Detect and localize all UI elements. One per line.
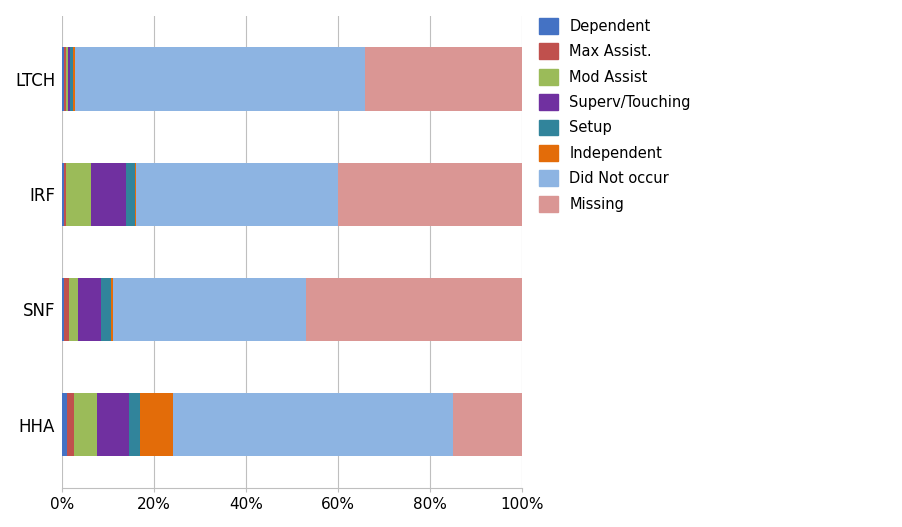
Bar bbox=[454, 393, 522, 456]
Bar bbox=[141, 393, 172, 456]
Bar bbox=[62, 278, 65, 341]
Bar bbox=[306, 278, 522, 341]
Bar bbox=[67, 393, 74, 456]
Bar bbox=[135, 163, 136, 226]
Bar bbox=[63, 163, 66, 226]
Bar bbox=[73, 47, 75, 111]
Bar bbox=[97, 393, 129, 456]
Bar bbox=[136, 163, 338, 226]
Bar bbox=[338, 163, 522, 226]
Bar bbox=[62, 47, 65, 111]
Bar bbox=[66, 163, 91, 226]
Bar bbox=[113, 278, 306, 341]
Bar bbox=[66, 47, 69, 111]
Bar bbox=[65, 47, 66, 111]
Bar bbox=[172, 393, 454, 456]
Bar bbox=[129, 393, 141, 456]
Bar bbox=[78, 278, 101, 341]
Legend: Dependent, Max Assist., Mod Assist, Superv/Touching, Setup, Independent, Did Not: Dependent, Max Assist., Mod Assist, Supe… bbox=[534, 14, 695, 216]
Bar bbox=[365, 47, 522, 111]
Bar bbox=[69, 278, 78, 341]
Bar bbox=[125, 163, 135, 226]
Bar bbox=[69, 47, 70, 111]
Bar bbox=[91, 163, 125, 226]
Bar bbox=[62, 163, 63, 226]
Bar bbox=[74, 393, 97, 456]
Bar bbox=[101, 278, 111, 341]
Bar bbox=[75, 47, 365, 111]
Bar bbox=[65, 278, 69, 341]
Bar bbox=[111, 278, 113, 341]
Bar bbox=[70, 47, 73, 111]
Bar bbox=[62, 393, 67, 456]
